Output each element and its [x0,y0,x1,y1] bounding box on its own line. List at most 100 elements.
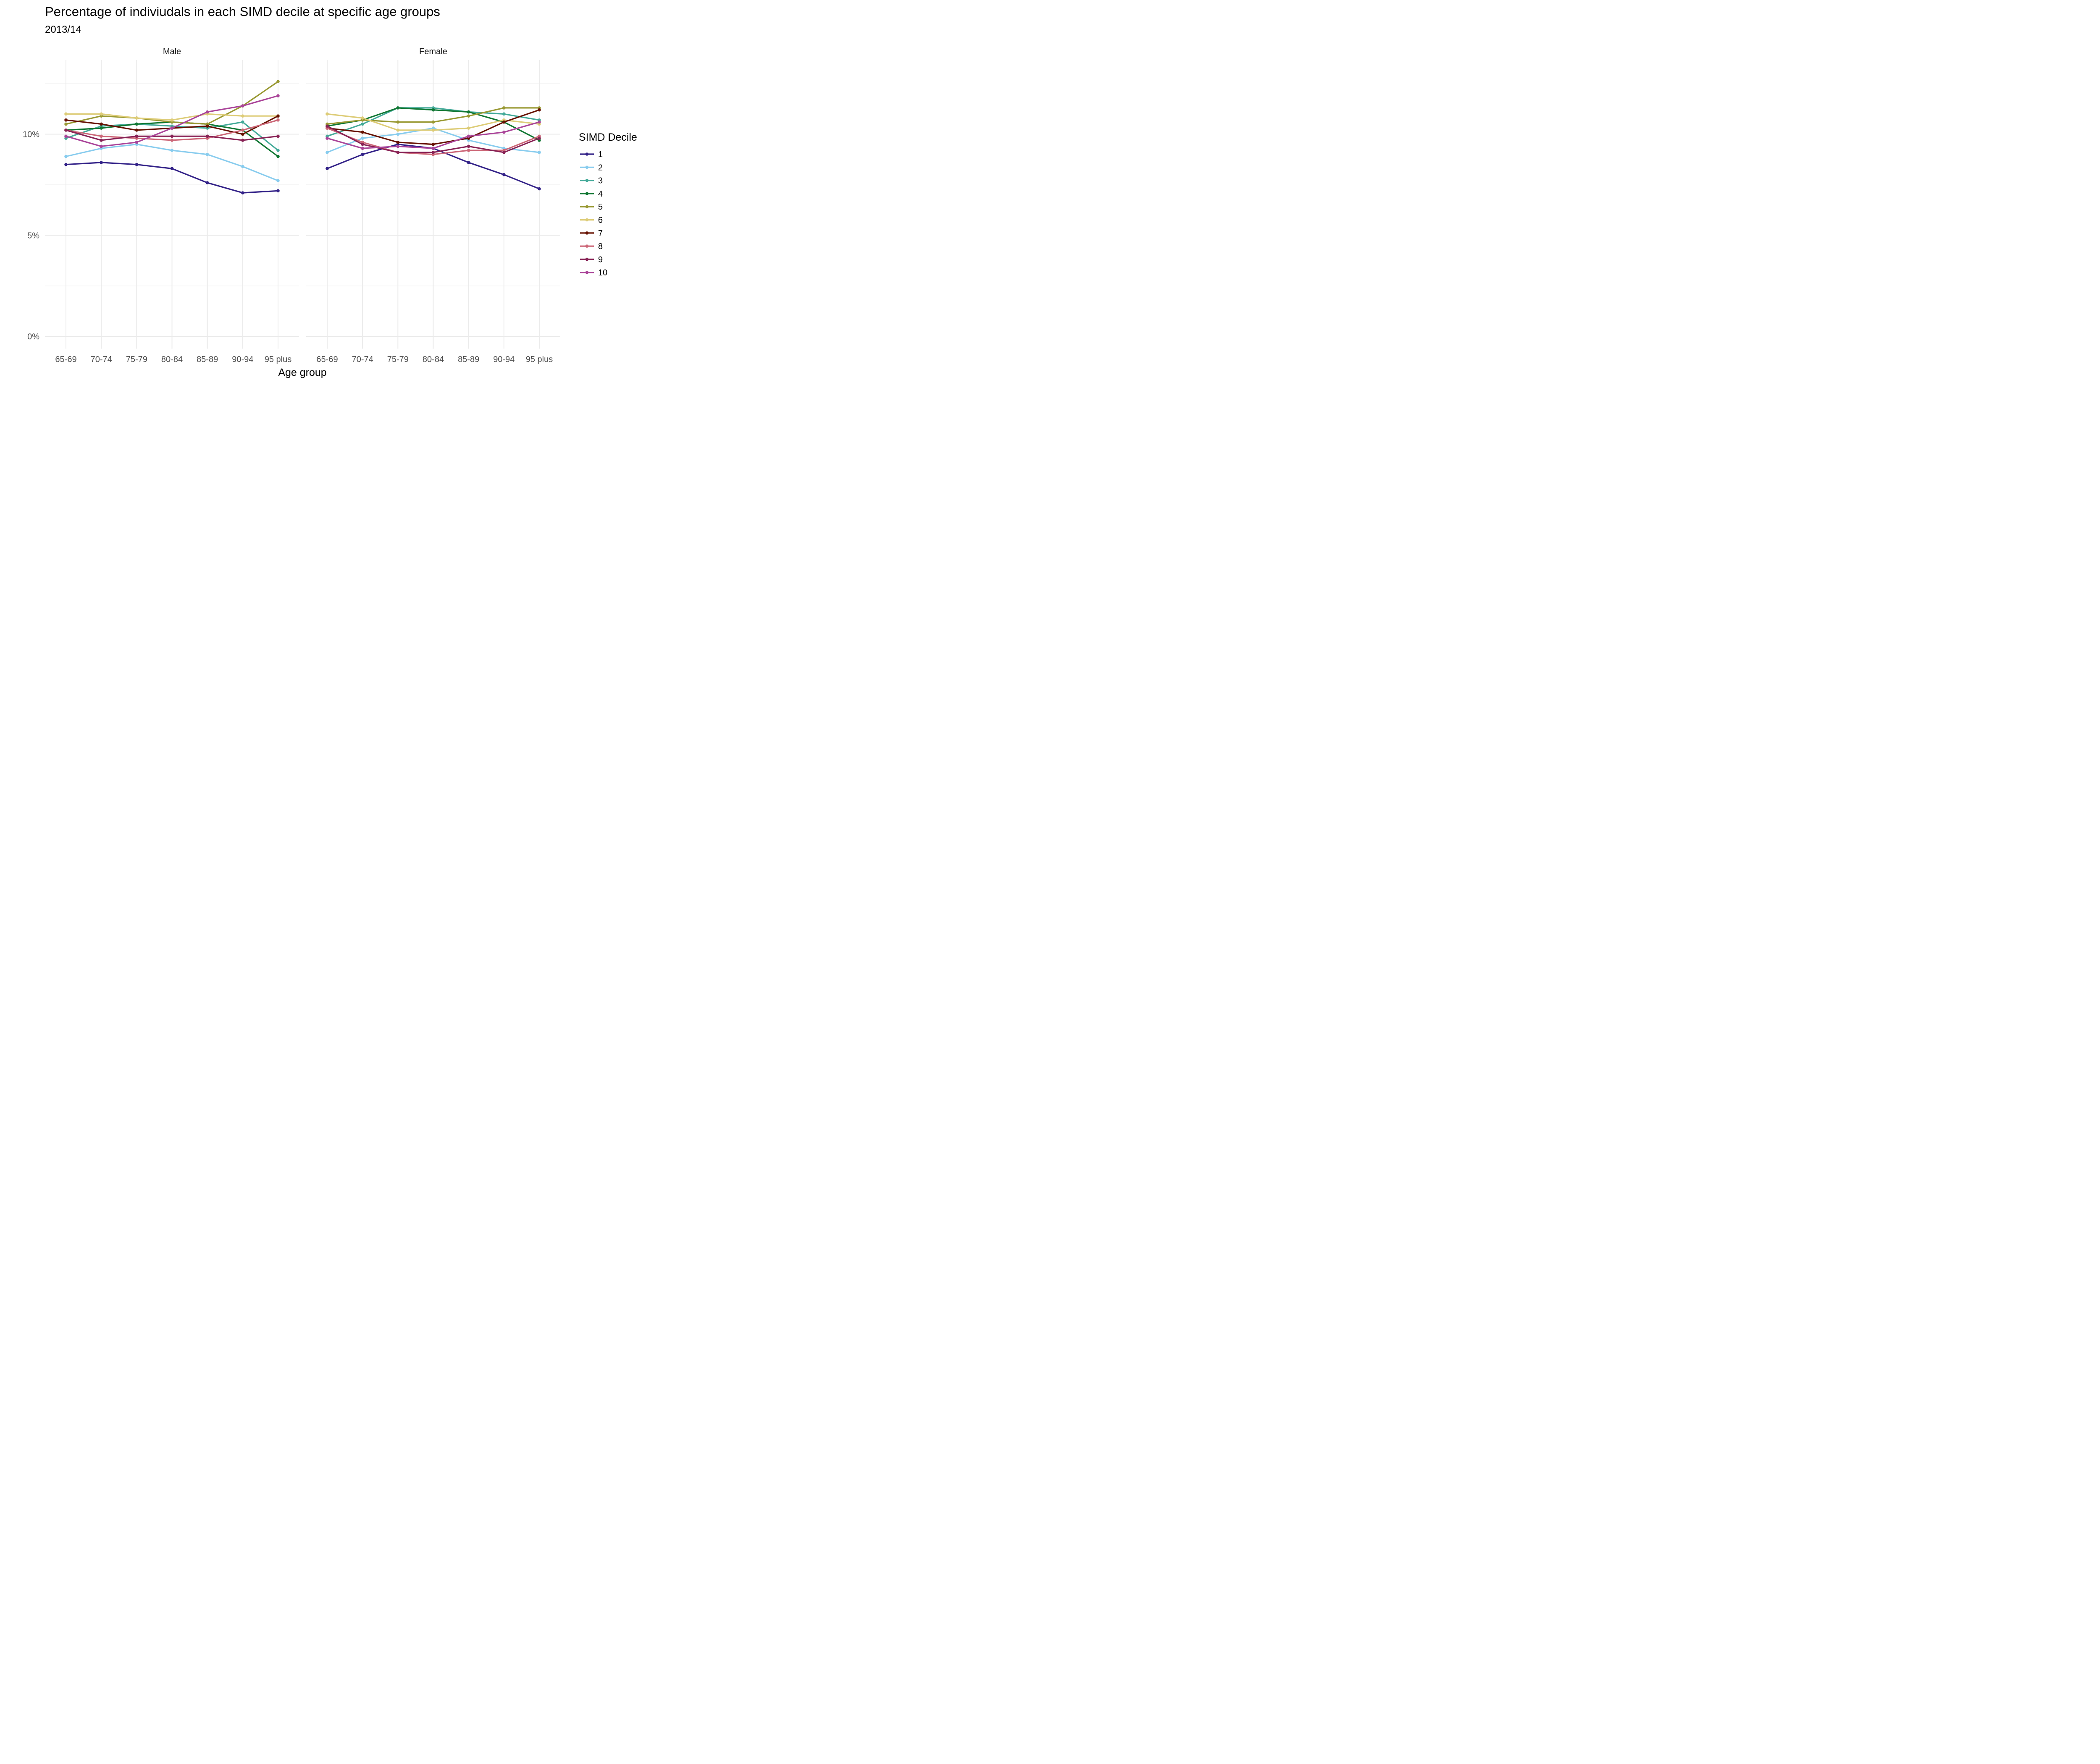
data-point [241,104,244,108]
data-point [205,181,209,184]
data-point [326,151,329,154]
data-point [502,173,506,176]
data-point [241,165,244,168]
data-point [502,112,506,116]
data-point [467,149,470,152]
legend-item: 4 [580,189,603,199]
data-point [64,134,68,138]
legend-label: 5 [598,202,603,212]
series-7-female [326,108,541,146]
data-point [135,116,139,120]
panel-strip-label: Female [419,47,447,56]
data-point [396,129,400,132]
y-tick-label: 10% [23,130,39,139]
x-tick-label: 90-94 [493,355,514,364]
x-tick-label: 95 plus [265,355,292,364]
data-point [538,151,541,154]
data-point [64,155,68,158]
data-point [205,134,209,138]
y-tick-label: 5% [27,231,39,240]
legend-label: 3 [598,176,603,186]
data-point [431,142,435,146]
data-point [276,114,280,118]
data-point [276,94,280,97]
x-tick-label: 75-79 [126,355,147,364]
legend-item: 8 [580,242,603,251]
data-point [100,126,103,130]
data-point [431,147,435,150]
data-point [467,134,470,138]
data-point [361,142,364,146]
legend-key-point [585,257,589,261]
legend-item: 2 [580,163,603,172]
data-point [326,112,329,116]
data-point [241,132,244,136]
data-point [64,112,68,116]
series-5-female [326,106,541,126]
data-point [538,136,541,140]
data-point [361,152,364,156]
chart-panels: Male 65-69 70-74 75-79 80-84 85-89 90-94 95 plu… [23,47,560,364]
data-point [396,151,400,154]
legend-item: 1 [580,150,603,159]
legend-title: SIMD Decile [579,131,637,143]
data-point [135,140,139,144]
data-point [502,151,506,154]
legend-label: 6 [598,216,603,225]
legend-item: 5 [580,202,603,212]
x-tick-label: 75-79 [387,355,409,364]
data-point [276,134,280,138]
data-point [361,136,364,140]
legend-label: 7 [598,229,603,238]
panel-male: Male 65-69 70-74 75-79 80-84 85-89 90-94 95 plu… [45,47,299,364]
legend-label: 1 [598,150,603,159]
data-point [241,139,244,142]
data-point [170,118,174,122]
data-point [396,140,400,144]
legend-item: 3 [580,176,603,186]
data-point [361,130,364,134]
data-point [276,155,280,158]
data-point [326,124,329,128]
data-point [326,167,329,171]
data-point [538,187,541,191]
series-9-female [326,124,541,154]
data-point [396,120,400,124]
data-point [64,163,68,166]
data-point [100,144,103,148]
data-point [396,106,400,110]
x-tick-label: 65-69 [55,355,76,364]
legend-key-point [585,270,589,274]
legend-key-point [585,178,589,182]
data-point [361,116,364,120]
x-tick-label: 80-84 [161,355,183,364]
x-tick-label: 70-74 [352,355,373,364]
panel-strip-label: Male [163,47,181,56]
data-point [64,118,68,122]
data-point [241,129,244,132]
data-point [431,151,435,154]
data-point [326,136,329,140]
panel-female: Female 65-69 70-74 75-79 80-84 85-89 90-94 95 p… [306,47,560,364]
legend-item: 10 [580,268,607,278]
legend-key-point [585,165,589,169]
legend-key-point [585,152,589,156]
data-point [467,161,470,164]
data-point [170,167,174,171]
data-point [276,179,280,183]
legend-key-point [585,205,589,209]
legend-label: 4 [598,189,603,199]
data-point [276,149,280,152]
data-point [276,118,280,122]
legend-item: 7 [580,229,603,238]
data-point [100,139,103,142]
data-point [361,147,364,150]
data-point [170,149,174,152]
chart-canvas: Male 65-69 70-74 75-79 80-84 85-89 90-94 95 plu… [23,47,637,378]
data-point [205,110,209,114]
x-tick-label: 85-89 [458,355,479,364]
chart-subtitle: 2013/14 [45,24,81,35]
y-tick-label: 0% [27,332,39,341]
data-point [502,106,506,110]
data-point [64,122,68,126]
